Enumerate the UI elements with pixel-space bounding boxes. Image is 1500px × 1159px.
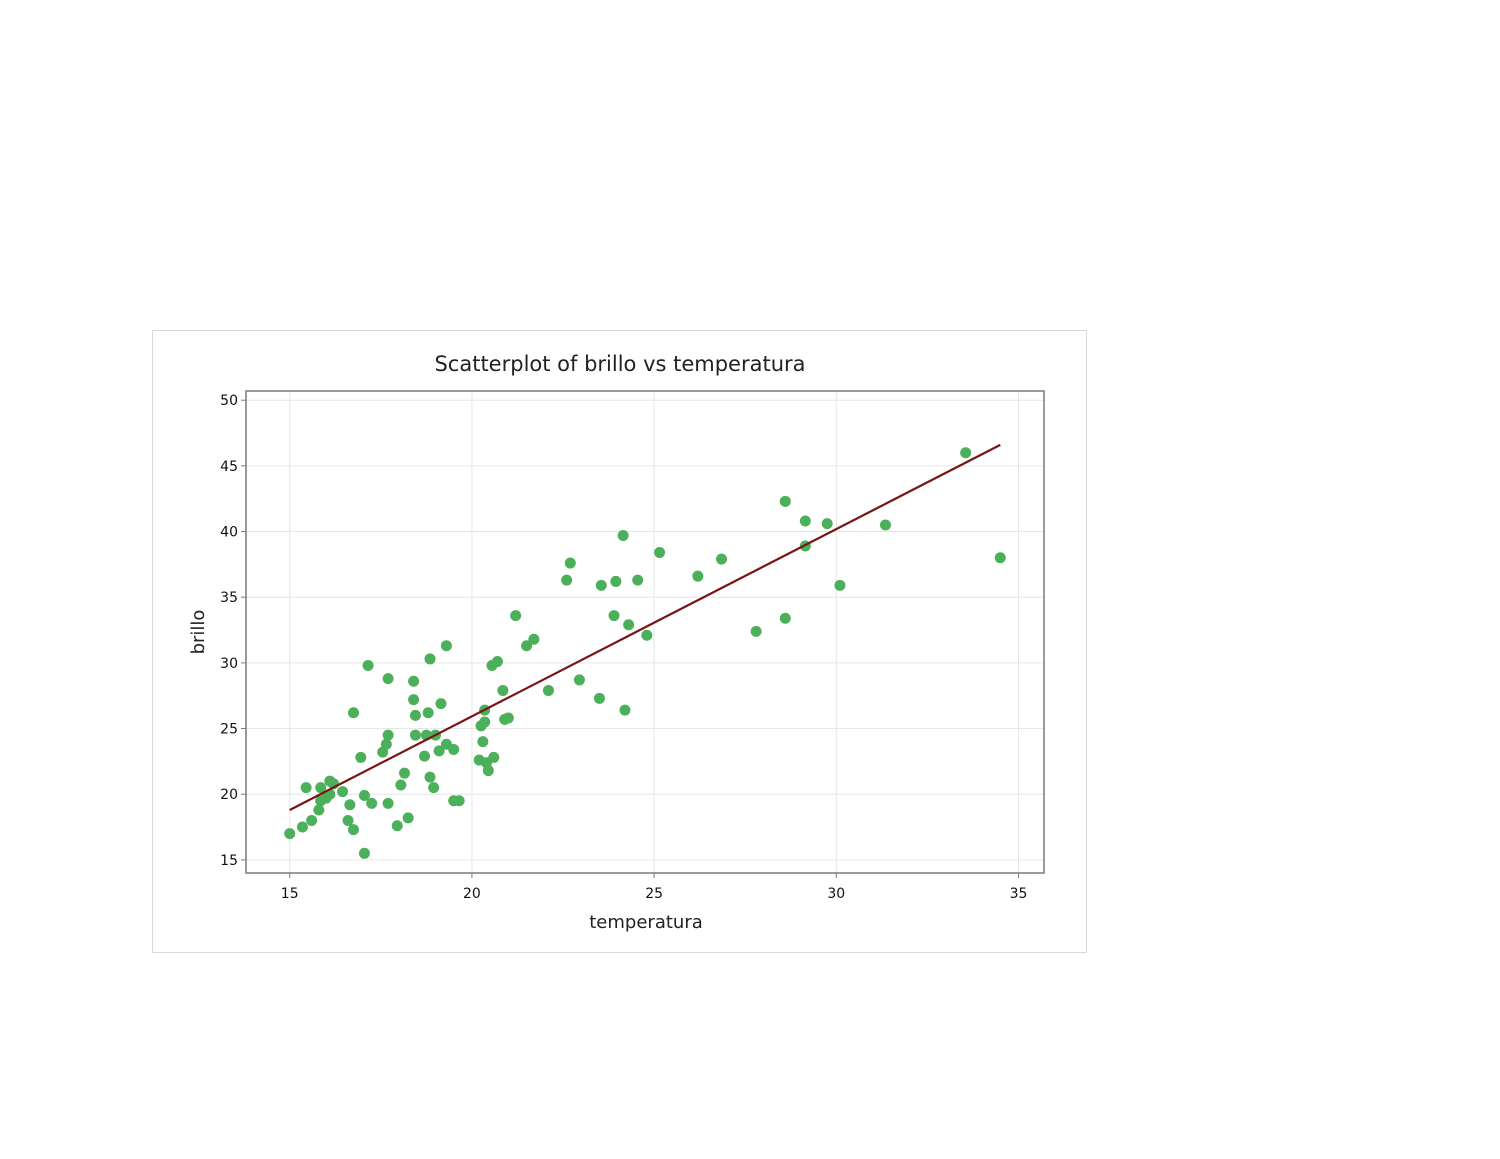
data-point — [692, 570, 704, 582]
data-point — [409, 709, 421, 721]
data-point — [632, 574, 644, 586]
data-point — [573, 674, 585, 686]
x-axis-title: temperatura — [589, 912, 703, 933]
data-point — [619, 704, 631, 716]
x-tick-label: 20 — [463, 886, 481, 902]
data-point — [654, 547, 666, 559]
data-point — [528, 633, 540, 645]
data-point — [424, 653, 436, 665]
data-point — [300, 782, 312, 794]
data-point — [595, 579, 607, 591]
fit-line — [289, 443, 1001, 811]
data-point — [402, 812, 414, 824]
data-point — [358, 847, 370, 859]
data-point — [355, 751, 367, 763]
data-point — [542, 684, 554, 696]
plot-frame — [245, 390, 1045, 874]
data-point — [502, 712, 514, 724]
scatterplot-chart: Scatterplot of brillo vs temperatura 15 2… — [153, 331, 1086, 952]
data-point — [453, 795, 465, 807]
data-point — [347, 824, 359, 836]
y-tick-label: 25 — [220, 722, 238, 738]
chart-figure: Scatterplot of brillo vs temperatura 15 2… — [152, 330, 1087, 953]
y-tick-label: 45 — [220, 459, 238, 475]
data-point — [433, 745, 445, 757]
axis-ticks: 15 20 25 30 35 15 20 25 30 35 40 45 50 — [220, 393, 1027, 902]
chart-title: Scatterplot of brillo vs temperatura — [434, 352, 805, 376]
data-point — [380, 738, 392, 750]
data-point — [821, 518, 833, 530]
data-point — [422, 707, 434, 719]
data-point — [440, 640, 452, 652]
y-tick-label: 35 — [220, 590, 238, 606]
data-point — [342, 814, 354, 826]
data-point — [315, 782, 327, 794]
data-points — [284, 447, 1006, 859]
data-point — [593, 692, 605, 704]
data-point — [344, 799, 356, 811]
data-point — [424, 771, 436, 783]
data-point — [347, 707, 359, 719]
data-point — [284, 828, 296, 840]
x-tick-label: 30 — [827, 886, 845, 902]
data-point — [435, 698, 447, 710]
data-point — [779, 612, 791, 624]
data-point — [296, 821, 308, 833]
data-point — [391, 820, 403, 832]
data-point — [408, 694, 420, 706]
data-point — [521, 640, 533, 652]
data-point — [564, 557, 576, 569]
data-point — [428, 782, 440, 794]
data-point — [510, 610, 522, 622]
y-tick-label: 50 — [220, 393, 238, 409]
data-point — [362, 659, 374, 671]
data-point — [382, 797, 394, 809]
data-point — [608, 610, 620, 622]
data-point — [477, 736, 489, 748]
data-point — [779, 495, 791, 507]
data-point — [610, 575, 622, 587]
data-point — [358, 790, 370, 802]
data-point — [623, 619, 635, 631]
x-tick-label: 25 — [645, 886, 663, 902]
data-point — [617, 529, 629, 541]
data-point — [482, 765, 494, 777]
data-point — [408, 675, 420, 687]
y-tick-label: 30 — [220, 656, 238, 672]
data-point — [409, 729, 421, 741]
data-point — [750, 625, 762, 637]
y-tick-label: 20 — [220, 787, 238, 803]
data-point — [960, 447, 972, 459]
data-point — [561, 574, 573, 586]
data-point — [366, 797, 378, 809]
data-point — [834, 579, 846, 591]
data-point — [497, 684, 509, 696]
data-point — [395, 779, 407, 791]
data-point — [491, 656, 503, 668]
data-point — [994, 552, 1006, 564]
data-point — [419, 750, 431, 762]
data-point — [716, 553, 728, 565]
y-axis-title: brillo — [188, 610, 209, 655]
data-point — [479, 716, 491, 728]
data-point — [382, 729, 394, 741]
data-point — [641, 629, 653, 641]
data-point — [313, 804, 325, 816]
data-point — [879, 519, 891, 531]
data-point — [337, 786, 349, 798]
grid-lines — [246, 391, 1044, 873]
data-point — [399, 767, 411, 779]
x-tick-label: 35 — [1010, 886, 1028, 902]
data-point — [306, 814, 318, 826]
fit-line-layer — [289, 443, 1001, 811]
data-point — [382, 673, 394, 685]
data-point — [448, 744, 460, 756]
data-point — [488, 751, 500, 763]
data-point — [799, 515, 811, 527]
y-tick-label: 40 — [220, 525, 238, 541]
y-tick-label: 15 — [220, 853, 238, 869]
x-tick-label: 15 — [281, 886, 299, 902]
